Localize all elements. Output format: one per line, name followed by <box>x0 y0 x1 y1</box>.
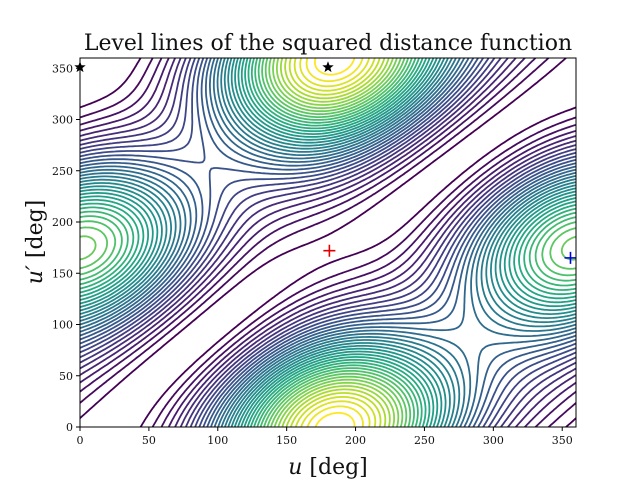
x-tick-label: 50 <box>142 434 156 447</box>
contour-level <box>80 58 576 427</box>
contour-level <box>299 58 371 427</box>
contour-level <box>80 58 576 427</box>
y-ticks: 0 50 100 150 200 250 300 350 <box>52 62 80 434</box>
x-tick-label: 150 <box>276 434 297 447</box>
contour-level <box>80 58 576 427</box>
contour-level <box>280 58 391 427</box>
contour-lines <box>80 58 576 427</box>
contour-level <box>80 58 576 427</box>
contour-level <box>80 58 576 427</box>
x-axis-label: u [deg] <box>288 455 368 480</box>
contour-level <box>80 58 576 427</box>
x-tick-label: 350 <box>552 434 573 447</box>
contour-level <box>80 58 576 427</box>
y-tick-label: 150 <box>52 267 73 280</box>
contour-level <box>284 58 387 427</box>
y-axis-label: u′ [deg] <box>23 200 48 285</box>
x-tick-label: 100 <box>207 434 228 447</box>
contour-level <box>80 58 576 427</box>
contour-level <box>80 58 576 427</box>
x-tick-label: 200 <box>345 434 366 447</box>
contour-level <box>80 58 576 427</box>
contour-level <box>80 58 576 427</box>
contour-level <box>80 58 576 427</box>
y-tick-label: 50 <box>59 370 73 383</box>
contour-level <box>80 58 576 427</box>
minimum-marker <box>564 251 577 264</box>
y-tick-label: 350 <box>52 62 73 75</box>
contour-level <box>80 58 576 427</box>
y-tick-label: 0 <box>66 421 73 434</box>
contour-level <box>80 58 576 427</box>
x-tick-label: 300 <box>483 434 504 447</box>
contour-level <box>80 58 576 427</box>
contour-level <box>80 58 576 427</box>
contour-level <box>80 58 576 427</box>
chart-title: Level lines of the squared distance func… <box>84 31 572 56</box>
contour-level <box>80 58 576 427</box>
maximum-marker <box>323 244 336 257</box>
y-tick-label: 300 <box>52 114 73 127</box>
contour-level <box>314 58 356 427</box>
y-tick-label: 100 <box>52 319 73 332</box>
contour-level <box>80 58 576 427</box>
contour-level <box>80 58 576 427</box>
contour-level <box>288 58 382 427</box>
x-tick-label: 250 <box>414 434 435 447</box>
contour-level <box>272 58 400 427</box>
contour-level <box>80 58 576 427</box>
contour-level <box>80 58 576 427</box>
contour-level <box>80 58 576 427</box>
star-2-marker <box>322 61 334 73</box>
y-tick-label: 250 <box>52 165 73 178</box>
y-tick-label: 200 <box>52 216 73 229</box>
x-tick-label: 0 <box>77 434 84 447</box>
x-ticks: 0 50 100 150 200 250 300 350 <box>77 427 573 447</box>
plot-frame <box>79 57 577 428</box>
